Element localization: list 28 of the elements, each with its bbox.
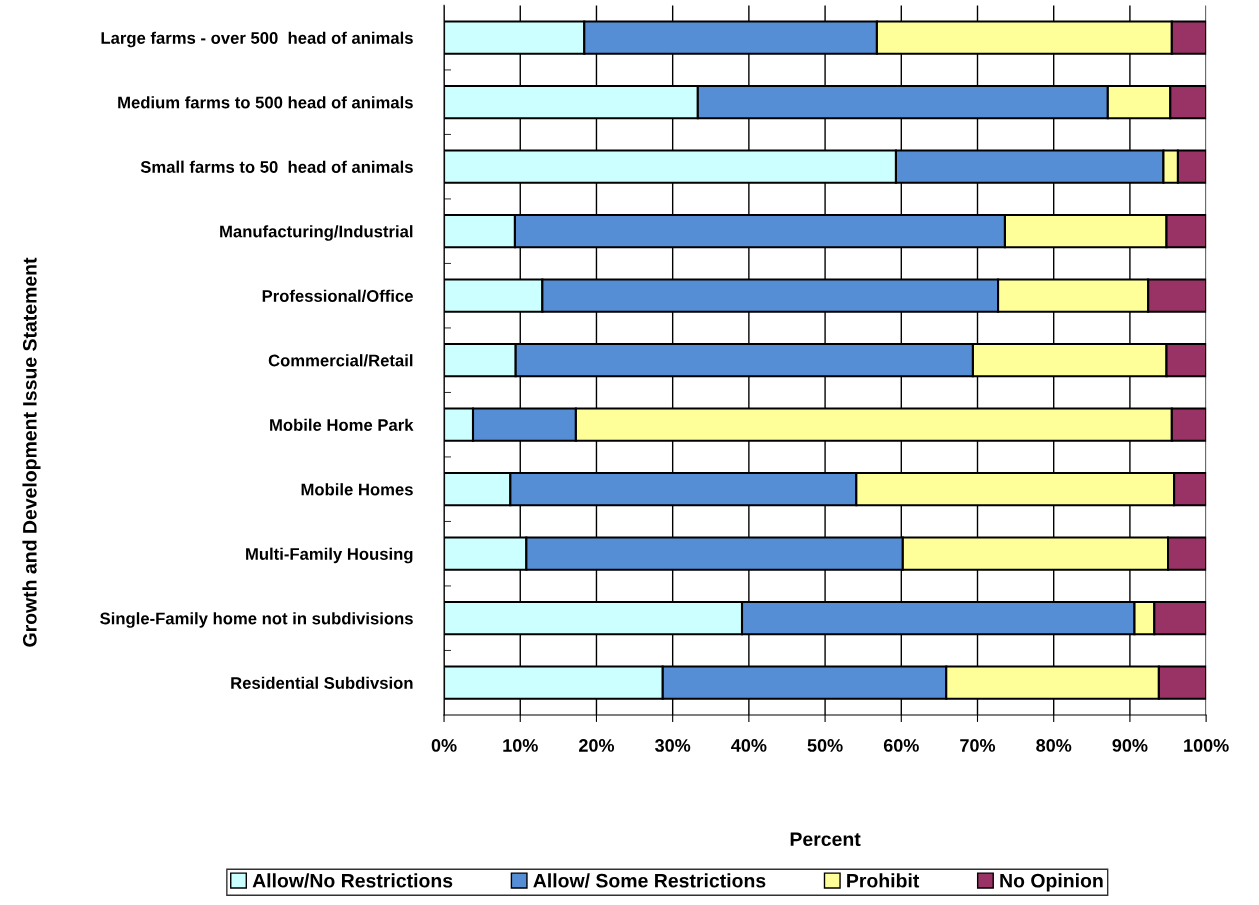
x-tick-label: 40% xyxy=(731,739,767,752)
x-tick-label: 90% xyxy=(1112,739,1148,752)
y-tick-label: Medium farms to 500 head of animals xyxy=(118,96,413,109)
y-tick-label: Small farms to 50 head of animals xyxy=(140,160,413,173)
y-tick-label: Mobile Home Park xyxy=(270,418,414,431)
y-tick-label: Commercial/Retail xyxy=(268,354,413,367)
legend-label: No Opinion xyxy=(1000,873,1103,892)
x-axis-title: Percent xyxy=(790,832,861,847)
y-tick-label: Single-Family home not in subdivisions xyxy=(100,612,413,628)
legend-label: Prohibit xyxy=(847,873,920,888)
x-tick-label: 10% xyxy=(503,739,538,752)
x-tick-label: 80% xyxy=(1036,739,1072,752)
x-tick-label: 100% xyxy=(1184,739,1229,752)
y-axis-title: Growth and Development Issue Statement xyxy=(22,257,41,647)
y-tick-label: Manufacturing/Industrial xyxy=(220,225,413,241)
y-tick-label: Professional/Office xyxy=(262,289,413,303)
x-tick-label: 60% xyxy=(883,739,919,752)
x-tick-label: 20% xyxy=(579,739,615,752)
legend-label: Allow/ Some Restrictions xyxy=(533,873,766,888)
x-tick-label: 30% xyxy=(655,739,691,752)
legend-label: Allow/No Restrictions xyxy=(252,873,453,888)
y-tick-label: Mobile Homes xyxy=(301,483,413,496)
y-tick-label: Large farms - over 500 head of animals xyxy=(101,31,413,48)
x-tick-label: 0% xyxy=(431,739,457,752)
x-tick-label: 50% xyxy=(807,739,843,752)
y-tick-label: Residential Subdivsion xyxy=(231,676,413,689)
x-tick-label: 70% xyxy=(960,739,996,752)
y-tick-label: Multi-Family Housing xyxy=(246,547,413,564)
